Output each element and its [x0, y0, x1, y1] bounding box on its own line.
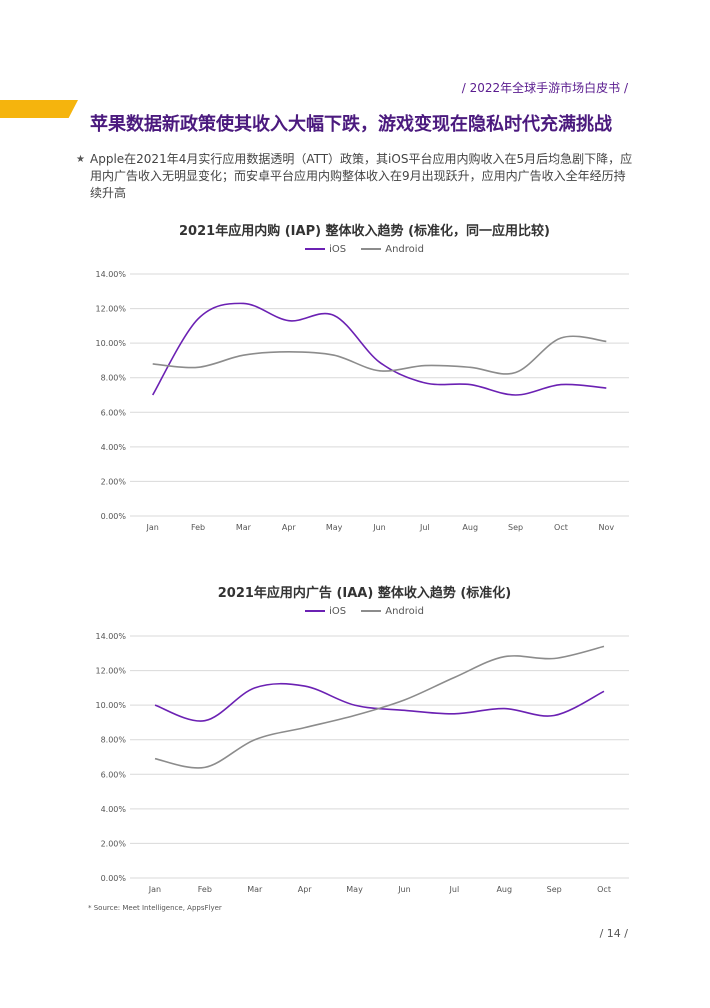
- chart-legend: iOS Android: [92, 242, 637, 255]
- x-tick-label: Jun: [372, 523, 386, 532]
- y-tick-label: 14.00%: [95, 270, 126, 279]
- x-tick-label: Apr: [298, 885, 313, 894]
- bullet-paragraph: ★ Apple在2021年4月实行应用数据透明（ATT）政策，其iOS平台应用内…: [76, 151, 635, 202]
- star-icon: ★: [76, 154, 85, 165]
- legend-swatch-ios: [305, 610, 326, 612]
- y-tick-label: 10.00%: [95, 701, 126, 710]
- y-tick-label: 6.00%: [101, 408, 127, 417]
- y-tick-label: 2.00%: [101, 477, 127, 486]
- series-line-ios: [154, 682, 605, 722]
- y-tick-label: 10.00%: [95, 339, 126, 348]
- legend-swatch-android: [361, 610, 382, 612]
- x-tick-label: Oct: [554, 523, 568, 532]
- x-tick-label: Sep: [547, 885, 562, 894]
- iaa-plot: 0.00% 2.00% 4.00% 6.00% 8.00% 10.00% 12.00% 14.…: [95, 632, 629, 894]
- page-number: / 14 /: [599, 927, 628, 940]
- page-headline: 苹果数据新政策使其收入大幅下跌，游戏变现在隐私时代充满挑战: [90, 114, 612, 135]
- y-tick-label: 6.00%: [101, 770, 127, 779]
- legend-label: iOS: [329, 243, 347, 255]
- y-tick-label: 14.00%: [95, 632, 126, 641]
- legend-label: Android: [385, 243, 424, 255]
- legend-item-ios: iOS: [305, 606, 346, 617]
- x-tick-label: May: [346, 885, 363, 894]
- y-tick-label: 12.00%: [95, 305, 126, 314]
- x-tick-label: Jan: [146, 523, 159, 532]
- x-tick-label: Nov: [599, 523, 615, 532]
- chart-title: 2021年应用内购 (IAP) 整体收入趋势 (标准化，同一应用比较): [179, 224, 550, 239]
- y-tick-label: 4.00%: [101, 805, 127, 814]
- source-note: * Source: Meet Intelligence, AppsFlyer: [88, 904, 222, 912]
- x-tick-label: Sep: [508, 523, 523, 532]
- x-tick-label: Mar: [236, 523, 252, 532]
- y-tick-label: 8.00%: [101, 374, 127, 383]
- x-tick-label: May: [326, 523, 343, 532]
- series-line-android: [154, 645, 605, 769]
- legend-swatch-ios: [305, 248, 326, 250]
- report-tag: / 2022年全球手游市场白皮书 /: [461, 81, 628, 95]
- y-tick-label: 2.00%: [101, 839, 127, 848]
- y-tick-label: 8.00%: [101, 736, 127, 745]
- x-tick-label: Jul: [419, 523, 430, 532]
- chart-title: 2021年应用内广告 (IAA) 整体收入趋势 (标准化): [217, 586, 512, 601]
- y-tick-label: 0.00%: [101, 874, 127, 883]
- x-tick-label: Jan: [148, 885, 161, 894]
- legend-item-ios: iOS: [305, 244, 346, 255]
- legend-label: Android: [385, 605, 424, 617]
- x-tick-label: Oct: [597, 885, 611, 894]
- chart-legend: iOS Android: [92, 604, 637, 617]
- bullet-text: Apple在2021年4月实行应用数据透明（ATT）政策，其iOS平台应用内购收…: [90, 152, 633, 200]
- iap-plot: 0.00% 2.00% 4.00% 6.00% 8.00% 10.00% 12.00% 14.…: [95, 270, 629, 532]
- y-tick-label: 12.00%: [95, 667, 126, 676]
- x-tick-label: Apr: [282, 523, 297, 532]
- y-tick-label: 0.00%: [101, 512, 127, 521]
- x-tick-label: Mar: [247, 885, 263, 894]
- y-tick-label: 4.00%: [101, 443, 127, 452]
- iaa-chart: 2021年应用内广告 (IAA) 整体收入趋势 (标准化) iOS Androi…: [92, 580, 637, 900]
- x-tick-label: Jun: [397, 885, 411, 894]
- legend-item-android: Android: [361, 606, 424, 617]
- series-line-android: [152, 335, 607, 375]
- accent-bar: [0, 100, 78, 118]
- x-tick-label: Feb: [191, 523, 205, 532]
- x-tick-label: Jul: [449, 885, 460, 894]
- series-line-ios: [152, 302, 607, 396]
- legend-label: iOS: [329, 605, 347, 617]
- x-tick-label: Feb: [198, 885, 212, 894]
- legend-item-android: Android: [361, 244, 424, 255]
- x-tick-label: Aug: [462, 523, 478, 532]
- iap-chart: 2021年应用内购 (IAP) 整体收入趋势 (标准化，同一应用比较) iOS …: [92, 218, 637, 538]
- legend-swatch-android: [361, 248, 382, 250]
- x-tick-label: Aug: [496, 885, 512, 894]
